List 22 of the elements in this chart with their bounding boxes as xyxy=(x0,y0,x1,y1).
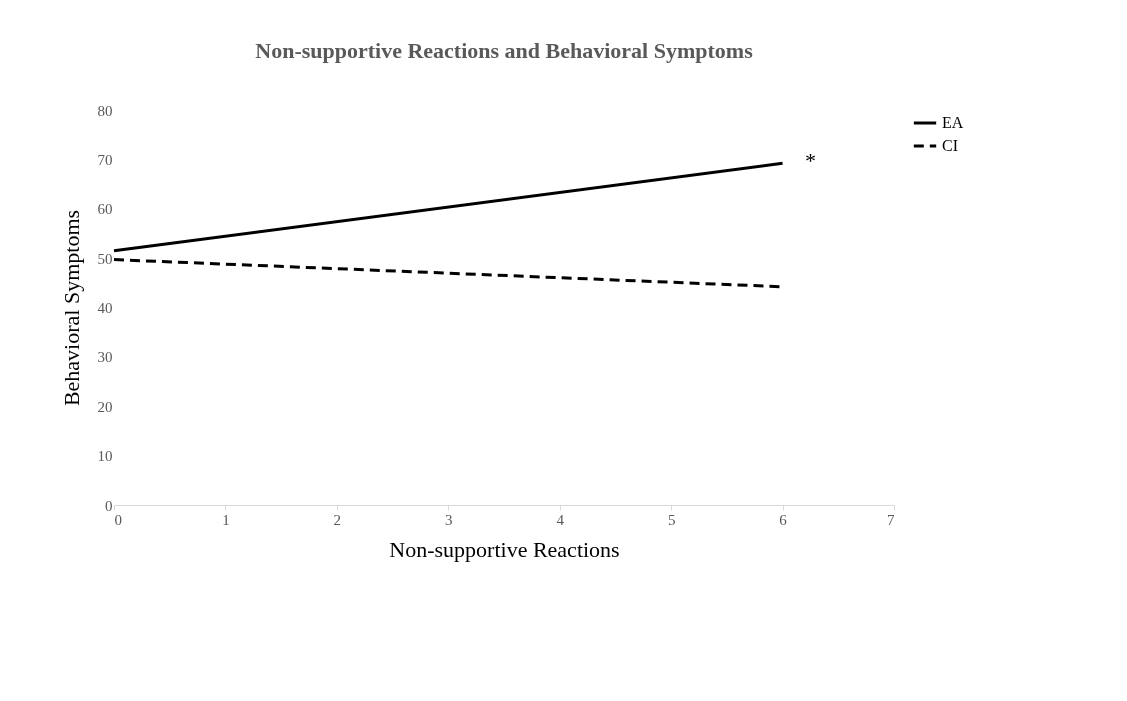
x-tick-label: 7 xyxy=(887,511,895,528)
y-tick-label: 60 xyxy=(97,201,113,218)
annotation: * xyxy=(805,148,817,174)
x-tick-label: 1 xyxy=(222,511,230,528)
y-tick-label: 30 xyxy=(97,349,113,366)
y-tick-label: 10 xyxy=(97,448,113,465)
legend-label: CI xyxy=(942,137,958,154)
y-tick-label: 70 xyxy=(97,151,113,168)
x-tick-label: 4 xyxy=(556,511,565,528)
x-tick-label: 2 xyxy=(333,511,342,528)
y-tick-label: 40 xyxy=(97,300,113,316)
y-tick-label: 80 xyxy=(97,102,113,119)
y-tick-label: 20 xyxy=(97,398,113,415)
legend-label: EA xyxy=(942,114,964,131)
x-axis-title: Non-supportive Reactions xyxy=(389,536,620,562)
y-tick-label: 50 xyxy=(97,250,113,267)
chart-title: Non-supportive Reactions and Behavioral Symptoms xyxy=(255,38,754,63)
y-axis-title: Behavioral Symptoms xyxy=(58,209,84,407)
x-tick-label: 6 xyxy=(779,511,788,528)
x-tick-label: 5 xyxy=(667,511,676,528)
x-tick-label: 3 xyxy=(445,511,453,528)
y-tick-label: 0 xyxy=(105,497,113,514)
